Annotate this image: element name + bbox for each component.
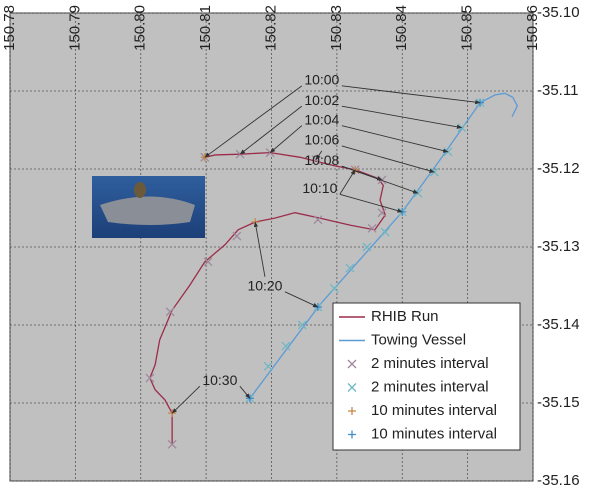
point-marker [313, 215, 323, 225]
point-marker [377, 208, 387, 218]
x-tick-label: 150.83 [328, 5, 345, 51]
y-tick-label: -35.11 [537, 82, 578, 99]
annotation: 10:30 [202, 372, 237, 388]
point-marker [329, 283, 339, 293]
annotation-arrow [341, 145, 435, 173]
point-marker [367, 223, 377, 233]
annotation: 10:02 [304, 92, 339, 108]
point-marker [345, 263, 355, 273]
y-tick-label: -35.14 [537, 316, 580, 333]
point-marker [165, 307, 175, 317]
annotation: 10:08 [304, 152, 339, 168]
y-tick-label: -35.16 [537, 472, 580, 489]
x-tick-label: 150.79 [66, 5, 83, 51]
annotation-arrow [171, 385, 201, 414]
legend-label: Towing Vessel [371, 331, 466, 348]
x-tick-label: 150.80 [132, 5, 149, 51]
legend-label: RHIB Run [371, 308, 439, 325]
legend-swatch [347, 359, 357, 369]
point-marker [281, 341, 291, 351]
point-marker [167, 439, 177, 449]
legend-swatch [348, 407, 356, 415]
x-tick-label: 150.85 [459, 5, 476, 51]
annotation-arrow [239, 385, 251, 399]
annotation-arrow [339, 169, 356, 195]
annotation-arrow [341, 105, 463, 129]
annotation-arrow [269, 125, 303, 153]
y-tick-label: -35.13 [537, 238, 580, 255]
annotation-arrow [239, 105, 303, 155]
legend: RHIB Run Towing Vessel 2 minutes interval 2… [332, 302, 521, 451]
legend-label: 2 minutes interval [371, 378, 489, 395]
annotation: 10:06 [304, 132, 339, 148]
annotation-arrow [339, 193, 403, 213]
annotation: 10:04 [304, 111, 339, 127]
annotation: 10:10 [302, 180, 337, 196]
point-marker [232, 231, 242, 241]
point-marker [263, 361, 273, 371]
y-tick-label: -35.12 [537, 160, 580, 177]
annotation-arrow [253, 221, 266, 277]
point-marker [362, 242, 372, 252]
x-tick-label: 150.86 [524, 5, 541, 51]
annotation: 10:00 [304, 72, 339, 88]
legend-box [332, 302, 521, 451]
annotation-arrow [284, 291, 319, 308]
annotation-arrow [341, 125, 449, 153]
y-tick-label: -35.15 [537, 394, 580, 411]
point-marker [297, 320, 307, 330]
point-marker [380, 227, 390, 237]
photo-inset [92, 176, 205, 238]
legend-label: 2 minutes interval [371, 355, 489, 372]
legend-label: 10 minutes interval [371, 425, 497, 442]
x-tick-label: 150.81 [197, 5, 214, 51]
y-tick-label: -35.10 [537, 4, 580, 21]
x-tick-label: 150.82 [262, 5, 279, 51]
x-tick-label: 150.84 [393, 5, 410, 51]
track-line [249, 92, 519, 399]
x-tick-label: 150.78 [1, 5, 18, 51]
annotation-arrow [315, 150, 323, 161]
point-marker [145, 373, 155, 383]
legend-swatch [347, 383, 357, 392]
point-marker [203, 257, 213, 267]
annotation-arrow [204, 85, 303, 158]
legend-swatch [348, 430, 356, 439]
annotation-arrow [341, 85, 481, 105]
track-line [149, 151, 386, 446]
legend-label: 10 minutes interval [371, 402, 497, 419]
annotation: 10:20 [247, 277, 282, 293]
